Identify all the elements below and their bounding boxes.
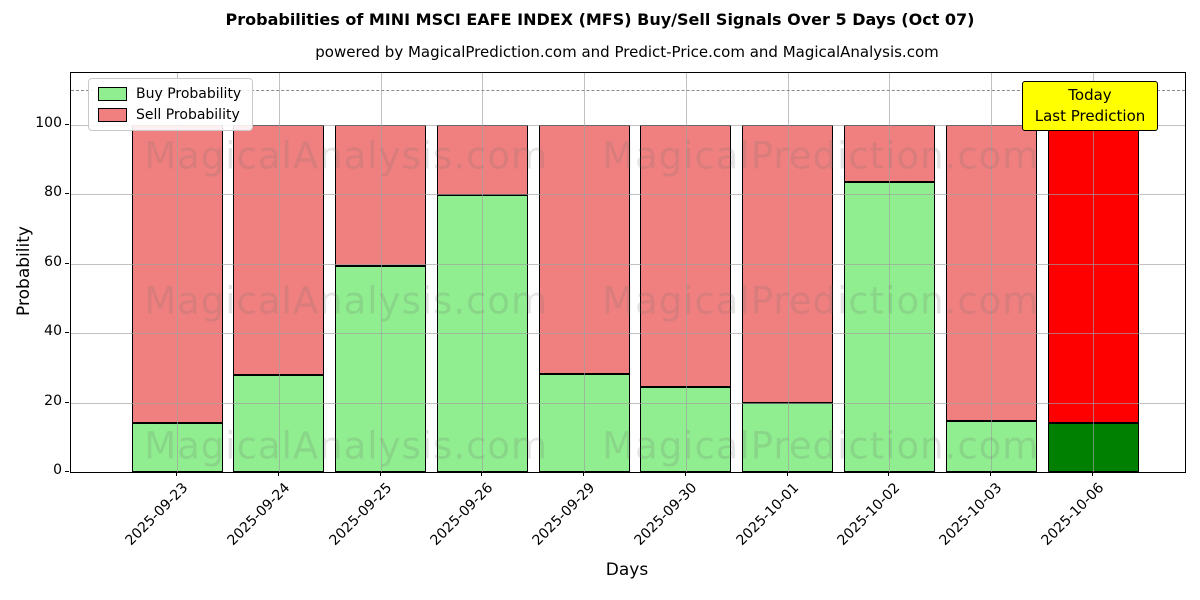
vgridline-2025-09-29 bbox=[584, 73, 586, 472]
sell-color-swatch bbox=[98, 108, 127, 122]
x-tick-label-2025-09-29: 2025-09-29 bbox=[529, 480, 599, 549]
x-tick-label-2025-09-30: 2025-09-30 bbox=[631, 480, 701, 549]
y-tick-label-0: 0 bbox=[53, 462, 62, 478]
vgridline-2025-10-01 bbox=[787, 73, 789, 472]
hgridline-100 bbox=[71, 125, 1185, 127]
x-tick-2025-09-26 bbox=[481, 472, 483, 476]
x-tick-2025-10-06 bbox=[1092, 472, 1094, 476]
legend-item-buy: Buy Probability bbox=[98, 86, 241, 102]
vgridline-2025-09-30 bbox=[685, 73, 687, 472]
x-tick-label-2025-09-24: 2025-09-24 bbox=[224, 480, 294, 549]
watermark-prediction-row3: MagicalPrediction.com bbox=[602, 424, 1040, 468]
hgridline-60 bbox=[71, 263, 1185, 265]
vgridline-2025-09-26 bbox=[482, 73, 484, 472]
watermark-analysis-row3: MagicalAnalysis.com bbox=[144, 424, 549, 468]
x-tick-2025-09-25 bbox=[379, 472, 381, 476]
y-tick-80 bbox=[65, 193, 69, 195]
y-tick-label-20: 20 bbox=[44, 392, 62, 409]
y-axis-label: Probability bbox=[14, 226, 34, 316]
vgridline-2025-10-02 bbox=[889, 73, 891, 472]
x-tick-label-2025-09-23: 2025-09-23 bbox=[122, 480, 192, 549]
x-tick-2025-09-24 bbox=[277, 472, 279, 476]
chart-title: Probabilities of MINI MSCI EAFE INDEX (M… bbox=[225, 10, 975, 29]
x-tick-label-2025-10-02: 2025-10-02 bbox=[834, 480, 904, 549]
x-tick-2025-10-02 bbox=[888, 472, 890, 476]
x-tick-label-2025-10-01: 2025-10-01 bbox=[733, 480, 802, 549]
x-tick-2025-10-03 bbox=[990, 472, 992, 476]
y-tick-20 bbox=[65, 401, 69, 403]
watermark-prediction-row1: MagicalPrediction.com bbox=[602, 134, 1040, 178]
vgridline-2025-10-06 bbox=[1093, 73, 1095, 472]
chart-subtitle: powered by MagicalPrediction.com and Pre… bbox=[315, 43, 939, 61]
annotation-line-1: Today bbox=[1068, 86, 1112, 104]
vgridline-2025-10-03 bbox=[991, 73, 993, 472]
x-tick-2025-09-23 bbox=[176, 472, 177, 476]
watermark-analysis-row2: MagicalAnalysis.com bbox=[144, 279, 549, 323]
hgridline-80 bbox=[71, 194, 1185, 196]
legend-item-sell: Sell Probability bbox=[98, 107, 241, 123]
chart-legend: Buy Probability Sell Probability bbox=[88, 78, 254, 131]
x-tick-label-2025-09-25: 2025-09-25 bbox=[326, 480, 395, 549]
y-tick-60 bbox=[65, 262, 69, 264]
x-tick-2025-10-01 bbox=[786, 472, 788, 476]
annotation-line-2: Last Prediction bbox=[1034, 107, 1146, 125]
y-tick-label-80: 80 bbox=[44, 184, 62, 201]
today-annotation-box: Today Last Prediction bbox=[1022, 81, 1158, 131]
hgridline-20 bbox=[71, 402, 1185, 404]
legend-label-sell: Sell Probability bbox=[136, 107, 240, 123]
threshold-dashed-line bbox=[71, 90, 1185, 92]
x-tick-label-2025-09-26: 2025-09-26 bbox=[427, 480, 497, 549]
x-axis-label: Days bbox=[605, 560, 649, 580]
y-tick-0 bbox=[65, 471, 69, 472]
y-tick-label-40: 40 bbox=[44, 323, 62, 340]
vgridline-2025-09-24 bbox=[278, 73, 280, 472]
y-tick-40 bbox=[65, 332, 69, 334]
legend-label-buy: Buy Probability bbox=[136, 86, 242, 102]
y-tick-label-60: 60 bbox=[44, 253, 62, 270]
x-tick-2025-09-29 bbox=[583, 472, 585, 476]
watermark-analysis-row1: MagicalAnalysis.com bbox=[144, 134, 549, 178]
y-tick-label-100: 100 bbox=[35, 115, 62, 132]
watermark-prediction-row2: MagicalPrediction.com bbox=[602, 279, 1040, 323]
x-tick-label-2025-10-03: 2025-10-03 bbox=[936, 480, 1006, 549]
plot-area: MagicalAnalysis.com MagicalPrediction.com… bbox=[70, 72, 1186, 473]
buy-color-swatch bbox=[98, 87, 127, 101]
hgridline-40 bbox=[71, 333, 1185, 335]
vgridline-2025-09-23 bbox=[177, 73, 178, 472]
x-tick-2025-09-30 bbox=[684, 472, 686, 476]
vgridline-2025-09-25 bbox=[380, 73, 382, 472]
x-tick-label-2025-10-06: 2025-10-06 bbox=[1038, 480, 1108, 549]
y-tick-100 bbox=[65, 124, 69, 126]
